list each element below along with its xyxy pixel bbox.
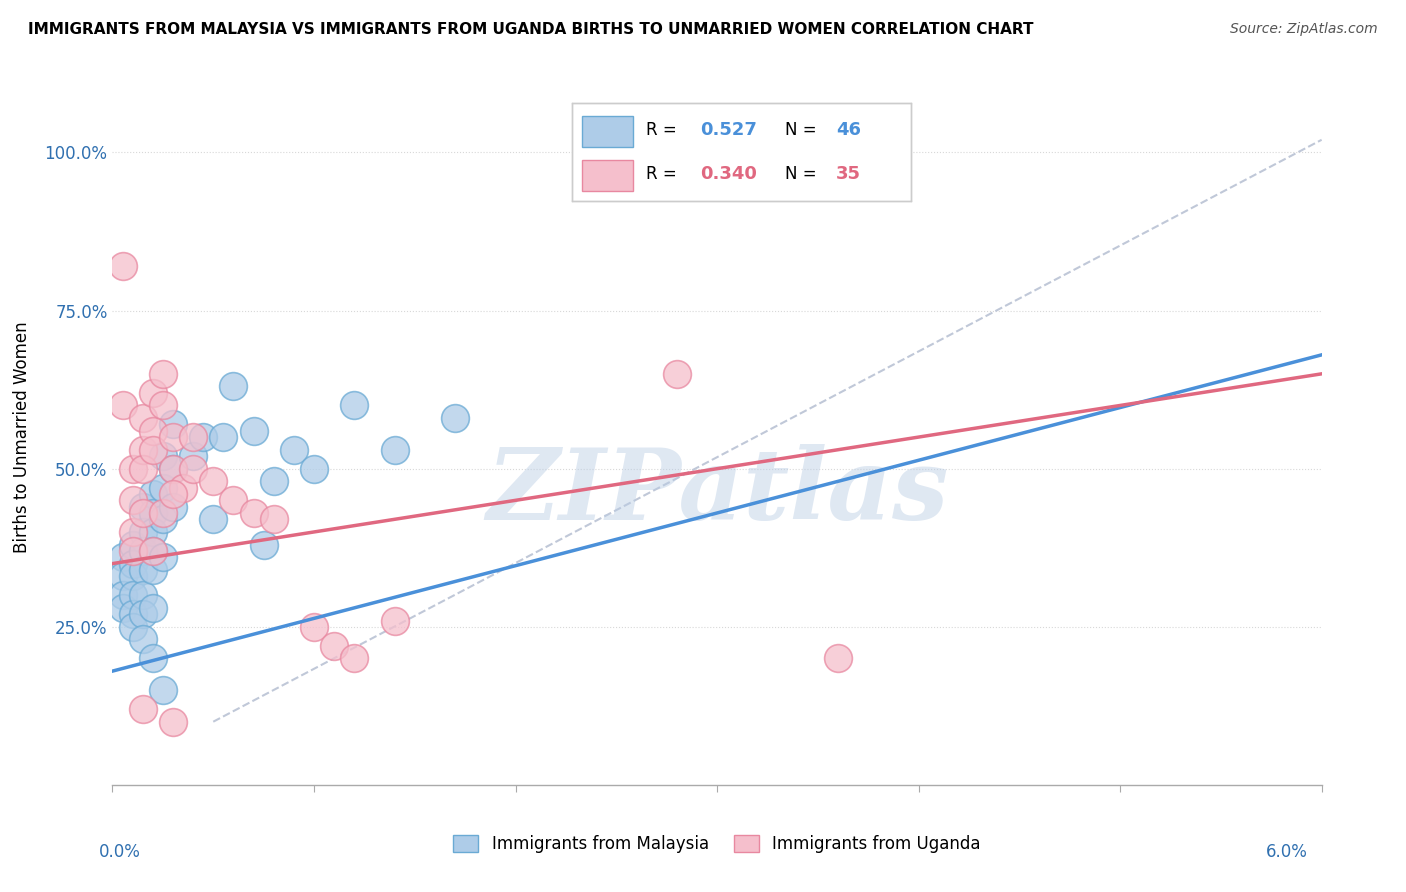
Point	[152, 449, 174, 463]
Point	[121, 620, 143, 634]
Point	[162, 461, 184, 475]
Point	[152, 512, 174, 526]
Point	[132, 461, 155, 475]
Point	[302, 620, 325, 634]
Point	[343, 399, 366, 413]
Point	[181, 449, 204, 463]
Point	[111, 260, 134, 274]
Point	[222, 379, 245, 393]
Point	[121, 493, 143, 508]
Point	[121, 461, 143, 475]
Point	[111, 399, 134, 413]
Y-axis label: Births to Unmarried Women: Births to Unmarried Women	[13, 321, 31, 553]
Point	[162, 417, 184, 432]
Point	[132, 563, 155, 577]
Point	[142, 544, 165, 558]
Point	[111, 569, 134, 583]
Point	[222, 493, 245, 508]
Point	[152, 367, 174, 381]
Point	[132, 524, 155, 539]
Point	[132, 632, 155, 647]
Point	[142, 600, 165, 615]
Point	[263, 512, 285, 526]
Point	[181, 430, 204, 444]
Point	[111, 588, 134, 602]
Point	[152, 683, 174, 698]
Point	[162, 430, 184, 444]
Text: 6.0%: 6.0%	[1265, 843, 1308, 861]
Point	[121, 607, 143, 622]
Point	[121, 588, 143, 602]
Point	[444, 411, 467, 425]
Point	[132, 607, 155, 622]
Point	[263, 475, 285, 489]
Point	[132, 411, 155, 425]
Point	[152, 481, 174, 495]
Point	[121, 524, 143, 539]
Point	[242, 424, 264, 438]
Point	[132, 702, 155, 716]
Point	[202, 475, 225, 489]
Point	[111, 550, 134, 565]
Point	[132, 442, 155, 457]
Point	[152, 399, 174, 413]
Point	[191, 430, 214, 444]
Text: ZIPatlas: ZIPatlas	[486, 444, 948, 541]
Point	[242, 506, 264, 520]
Text: IMMIGRANTS FROM MALAYSIA VS IMMIGRANTS FROM UGANDA BIRTHS TO UNMARRIED WOMEN COR: IMMIGRANTS FROM MALAYSIA VS IMMIGRANTS F…	[28, 22, 1033, 37]
Point	[253, 538, 276, 552]
Point	[283, 442, 305, 457]
Point	[142, 424, 165, 438]
Point	[162, 500, 184, 514]
Point	[142, 506, 165, 520]
Point	[121, 538, 143, 552]
Point	[132, 544, 155, 558]
Point	[142, 385, 165, 400]
Point	[384, 614, 406, 628]
Point	[142, 563, 165, 577]
Point	[626, 177, 648, 191]
Point	[121, 557, 143, 571]
Point	[343, 651, 366, 665]
Legend: Immigrants from Malaysia, Immigrants from Uganda: Immigrants from Malaysia, Immigrants fro…	[447, 829, 987, 860]
Point	[142, 442, 165, 457]
Point	[212, 430, 235, 444]
Point	[132, 588, 155, 602]
Point	[162, 487, 184, 501]
Point	[827, 651, 849, 665]
Point	[121, 544, 143, 558]
Point	[202, 512, 225, 526]
Point	[181, 461, 204, 475]
Text: 0.0%: 0.0%	[98, 843, 141, 861]
Point	[142, 487, 165, 501]
Point	[172, 481, 194, 495]
Point	[132, 500, 155, 514]
Point	[152, 506, 174, 520]
Text: Source: ZipAtlas.com: Source: ZipAtlas.com	[1230, 22, 1378, 37]
Point	[142, 524, 165, 539]
Point	[152, 550, 174, 565]
Point	[111, 600, 134, 615]
Point	[162, 714, 184, 729]
Point	[162, 461, 184, 475]
Point	[384, 442, 406, 457]
Point	[142, 544, 165, 558]
Point	[121, 569, 143, 583]
Point	[302, 461, 325, 475]
Point	[142, 651, 165, 665]
Point	[132, 506, 155, 520]
Point	[665, 367, 688, 381]
Point	[323, 639, 346, 653]
